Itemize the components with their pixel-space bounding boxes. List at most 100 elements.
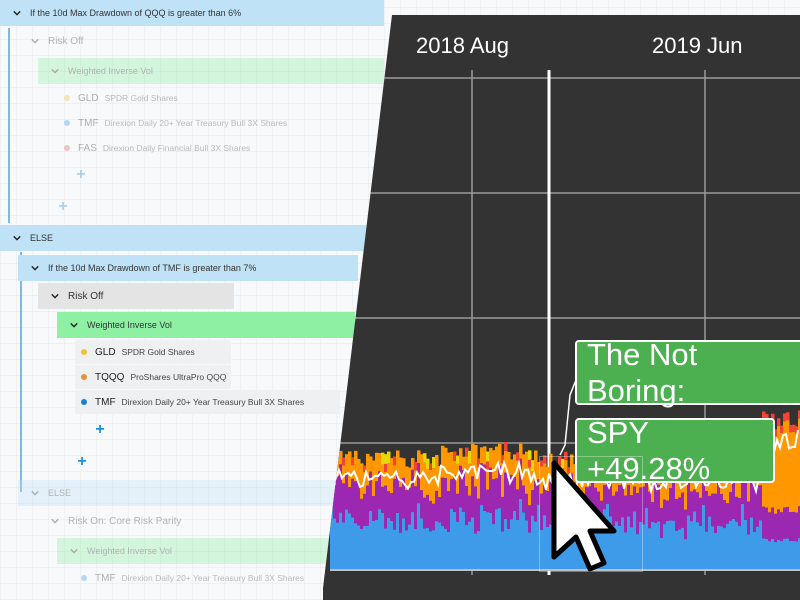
else-node[interactable]: ELSE [18, 480, 358, 506]
allocation-segment [789, 424, 793, 433]
risk-off-node[interactable]: Risk Off [38, 283, 234, 309]
chevron-down-icon[interactable] [48, 514, 62, 528]
allocation-segment [339, 512, 343, 570]
allocation-segment [543, 484, 547, 516]
allocation-segment [408, 467, 412, 488]
add-asset-button[interactable]: + [76, 166, 86, 183]
allocation-segment [492, 524, 496, 570]
allocation-segment [330, 509, 334, 570]
allocation-segment [795, 426, 799, 434]
chevron-down-icon[interactable] [48, 289, 62, 303]
allocation-segment [348, 513, 352, 570]
add-asset-button[interactable]: + [95, 421, 105, 438]
risk-off-node[interactable]: Risk Off [18, 28, 318, 54]
allocation-segment [345, 454, 349, 473]
allocation-segment [723, 500, 727, 529]
asset-ticker: TQQQ [95, 371, 125, 383]
condition-node-tmf[interactable]: If the 10d Max Drawdown of TMF is greate… [18, 255, 358, 281]
allocation-segment [345, 472, 349, 510]
allocation-segment [384, 454, 388, 464]
allocation-segment [564, 451, 568, 461]
allocation-segment [543, 515, 547, 570]
allocation-segment [492, 479, 496, 525]
allocation-segment [354, 523, 358, 570]
allocation-segment [528, 467, 532, 506]
allocation-segment [456, 455, 460, 464]
chevron-down-icon[interactable] [67, 318, 81, 332]
allocation-segment [528, 450, 532, 460]
chevron-down-icon[interactable] [28, 261, 42, 275]
allocation-segment [768, 512, 772, 542]
allocation-segment [567, 530, 571, 570]
chevron-down-icon[interactable] [10, 6, 24, 20]
weighting-node[interactable]: Weighted Inverse Vol [38, 58, 384, 84]
allocation-segment [543, 455, 547, 464]
allocation-segment [648, 528, 652, 570]
tree-rail [20, 252, 22, 492]
allocation-segment [342, 457, 346, 466]
asset-name: Direxion Daily 20+ Year Treasury Bull 3X… [121, 397, 305, 407]
weighting-node[interactable]: Weighted Inverse Vol [57, 538, 355, 564]
allocation-segment [549, 453, 553, 482]
allocation-segment [762, 411, 766, 420]
strategy-tooltip: The Not Boring: [575, 337, 800, 408]
allocation-segment [453, 451, 457, 461]
allocation-segment [444, 478, 448, 529]
root-condition-node[interactable]: If the 10d Max Drawdown of QQQ is greate… [0, 0, 384, 26]
allocation-segment [597, 491, 601, 522]
risk-on-label: Risk On: Core Risk Parity [68, 515, 182, 527]
chevron-down-icon[interactable] [10, 231, 24, 245]
allocation-segment [444, 447, 448, 479]
risk-on-node[interactable]: Risk On: Core Risk Parity [38, 508, 338, 534]
allocation-segment [537, 461, 541, 480]
add-node-button[interactable]: + [58, 198, 68, 215]
allocation-segment [351, 517, 355, 570]
asset-ticker: GLD [78, 92, 99, 104]
asset-row-tmf[interactable]: TMF Direxion Daily 20+ Year Treasury Bul… [58, 111, 328, 135]
asset-row-fas[interactable]: FAS Direxion Daily Financial Bull 3X Sha… [58, 136, 328, 160]
allocation-segment [423, 453, 427, 463]
allocation-segment [387, 491, 391, 519]
allocation-segment [450, 508, 454, 570]
allocation-segment [780, 432, 784, 513]
weighting-node[interactable]: Weighted Inverse Vol [57, 312, 355, 338]
chevron-down-icon[interactable] [28, 34, 42, 48]
allocation-segment [621, 484, 625, 518]
chevron-down-icon[interactable] [28, 486, 42, 500]
asset-row-gld[interactable]: GLD SPDR Gold Shares [58, 86, 278, 110]
asset-row-tqqq[interactable]: TQQQ ProShares UltraPro QQQ [75, 365, 231, 389]
asset-row-tmf[interactable]: TMF Direxion Daily 20+ Year Treasury Bul… [75, 566, 340, 590]
allocation-segment [651, 502, 655, 522]
allocation-segment [762, 538, 766, 570]
allocation-segment [396, 450, 400, 475]
allocation-segment [417, 450, 421, 463]
allocation-segment [681, 527, 685, 570]
add-node-button[interactable]: + [77, 453, 87, 470]
allocation-segment [567, 467, 571, 475]
allocation-segment [525, 451, 529, 494]
allocation-segment [777, 425, 781, 510]
allocation-segment [669, 520, 673, 570]
allocation-segment [702, 504, 706, 570]
allocation-segment [402, 477, 406, 519]
else-node[interactable]: ELSE [0, 225, 384, 251]
allocation-segment [408, 524, 412, 570]
allocation-segment [456, 521, 460, 570]
allocation-segment [480, 447, 484, 464]
asset-row-gld[interactable]: GLD SPDR Gold Shares [75, 340, 231, 364]
allocation-segment [348, 486, 352, 514]
allocation-segment [495, 509, 499, 570]
allocation-segment [360, 528, 364, 570]
asset-row-tmf[interactable]: TMF Direxion Daily 20+ Year Treasury Bul… [75, 390, 340, 414]
allocation-segment [546, 527, 550, 570]
allocation-segment [684, 509, 688, 540]
allocation-segment [510, 459, 514, 475]
chevron-down-icon[interactable] [48, 64, 62, 78]
allocation-segment [384, 463, 388, 472]
allocation-segment [681, 492, 685, 528]
allocation-segment [531, 471, 535, 491]
chevron-down-icon[interactable] [67, 544, 81, 558]
allocation-segment [516, 452, 520, 461]
allocation-segment [432, 457, 436, 469]
